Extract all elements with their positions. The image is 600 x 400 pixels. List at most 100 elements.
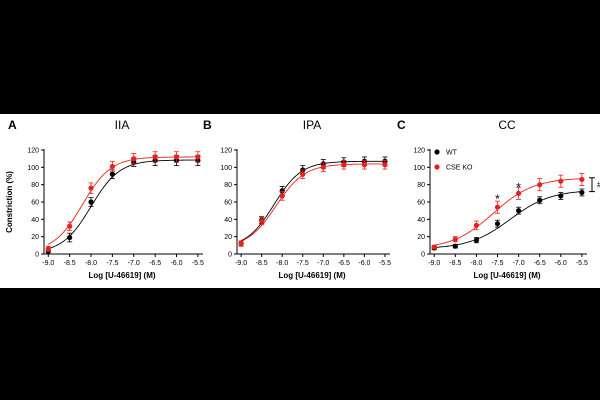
- x-tick-label: -6.0: [358, 260, 370, 267]
- x-tick-label: -8.0: [276, 260, 288, 267]
- data-point: [516, 208, 522, 214]
- data-point: [473, 237, 480, 243]
- y-tick-label: 80: [224, 182, 232, 189]
- panel-letter: B: [203, 118, 212, 132]
- significance-marker: #: [597, 181, 600, 190]
- y-tick-label: 100: [220, 165, 232, 172]
- x-axis-label: Log [U-46619] (M): [88, 271, 155, 280]
- data-point: [152, 154, 158, 160]
- y-tick-label: 0: [35, 252, 39, 259]
- fit-curve: [434, 191, 582, 248]
- data-point: [67, 234, 73, 241]
- figure-panel: A IIA 0 20 40 60 80 100 120 -9.0 -8.5 -8.0 -7.5 -7.0 -…: [0, 114, 600, 288]
- series-wt: [238, 156, 388, 247]
- legend-marker: [434, 149, 440, 155]
- y-tick-label: 100: [413, 165, 425, 172]
- data-point: [558, 178, 564, 184]
- series-cse-ko: [45, 151, 201, 252]
- data-point: [173, 154, 180, 160]
- series-cse-ko: [431, 173, 585, 250]
- data-point: [537, 182, 543, 188]
- data-point: [558, 193, 564, 199]
- y-tick-label: 0: [228, 252, 232, 259]
- y-tick-label: 60: [224, 200, 232, 207]
- panel-A: A IIA 0 20 40 60 80 100 120 -9.0 -8.5 -8.0 -7.5 -7.0 -…: [5, 118, 204, 280]
- data-point: [279, 188, 285, 194]
- x-tick-label: -8.5: [449, 260, 461, 267]
- data-point: [494, 221, 501, 227]
- fit-curve: [240, 163, 385, 242]
- y-tick-label: 20: [224, 234, 232, 241]
- fit-curve: [240, 160, 385, 242]
- y-tick-label: 100: [27, 165, 39, 172]
- series-wt: [431, 188, 585, 251]
- fit-curve: [48, 159, 198, 250]
- panel-title: CC: [498, 118, 516, 132]
- legend-label: WT: [446, 150, 458, 157]
- y-tick-label: 120: [413, 148, 425, 155]
- data-point: [382, 162, 388, 168]
- data-point: [88, 199, 94, 205]
- x-tick-label: -9.0: [42, 260, 54, 267]
- fit-curve: [48, 156, 198, 245]
- figure-svg: A IIA 0 20 40 60 80 100 120 -9.0 -8.5 -8.0 -7.5 -7.0 -…: [5, 118, 600, 280]
- x-tick-label: -6.0: [555, 260, 567, 267]
- x-tick-label: -6.5: [338, 260, 350, 267]
- significance-star: *: [495, 192, 500, 206]
- series-cse-ko: [238, 160, 388, 247]
- y-tick-label: 60: [417, 200, 425, 207]
- x-tick-label: -7.0: [128, 260, 140, 267]
- data-point: [45, 246, 51, 252]
- data-point: [473, 222, 480, 228]
- data-point: [279, 193, 285, 199]
- x-tick-label: -8.0: [85, 260, 97, 267]
- y-tick-label: 0: [421, 252, 425, 259]
- y-tick-label: 20: [417, 234, 425, 241]
- x-tick-label: -5.5: [576, 260, 588, 267]
- data-point: [452, 236, 458, 242]
- data-point: [361, 162, 367, 168]
- data-point: [109, 163, 115, 170]
- fit-curve: [434, 178, 582, 246]
- data-point: [516, 190, 522, 196]
- panel-title: IPA: [303, 118, 321, 132]
- x-tick-label: -9.0: [235, 260, 247, 267]
- significance-star: *: [516, 181, 521, 195]
- data-point: [579, 189, 585, 196]
- x-tick-label: -8.0: [470, 260, 482, 267]
- x-tick-label: -7.5: [106, 260, 118, 267]
- x-tick-label: -8.5: [64, 260, 76, 267]
- data-point: [131, 156, 137, 162]
- panel-title: IIA: [115, 118, 130, 132]
- y-tick-label: 40: [417, 217, 425, 224]
- data-point: [537, 197, 543, 203]
- y-tick-label: 120: [27, 148, 39, 155]
- panel-letter: C: [397, 118, 406, 132]
- data-point: [88, 185, 94, 191]
- x-tick-label: -6.5: [534, 260, 546, 267]
- y-axis-label: Constriction (%): [5, 171, 14, 233]
- data-point: [109, 171, 115, 177]
- x-tick-label: -6.5: [149, 260, 161, 267]
- series-wt: [45, 154, 201, 255]
- x-axis-label: Log [U-46619] (M): [473, 271, 540, 280]
- x-tick-label: -8.5: [256, 260, 268, 267]
- y-tick-label: 60: [31, 200, 39, 207]
- y-tick-label: 80: [31, 182, 39, 189]
- y-tick-label: 40: [224, 217, 232, 224]
- data-point: [579, 176, 585, 183]
- y-tick-label: 40: [31, 217, 39, 224]
- data-point: [431, 244, 437, 250]
- legend-label: CSE KO: [446, 165, 473, 172]
- x-tick-label: -7.0: [513, 260, 525, 267]
- data-point: [259, 218, 265, 224]
- y-tick-label: 20: [31, 234, 39, 241]
- legend-marker: [434, 164, 440, 170]
- data-point: [494, 204, 501, 210]
- x-tick-label: -9.0: [428, 260, 440, 267]
- data-point: [67, 223, 73, 229]
- x-axis-label: Log [U-46619] (M): [278, 271, 345, 280]
- x-tick-label: -5.5: [379, 260, 391, 267]
- panel-letter: A: [8, 118, 17, 132]
- panel-B: B IPA 0 20 40 60 80 100 120 -9.0 -8.5 -8.0 -7.5 -7.0 -…: [203, 118, 391, 280]
